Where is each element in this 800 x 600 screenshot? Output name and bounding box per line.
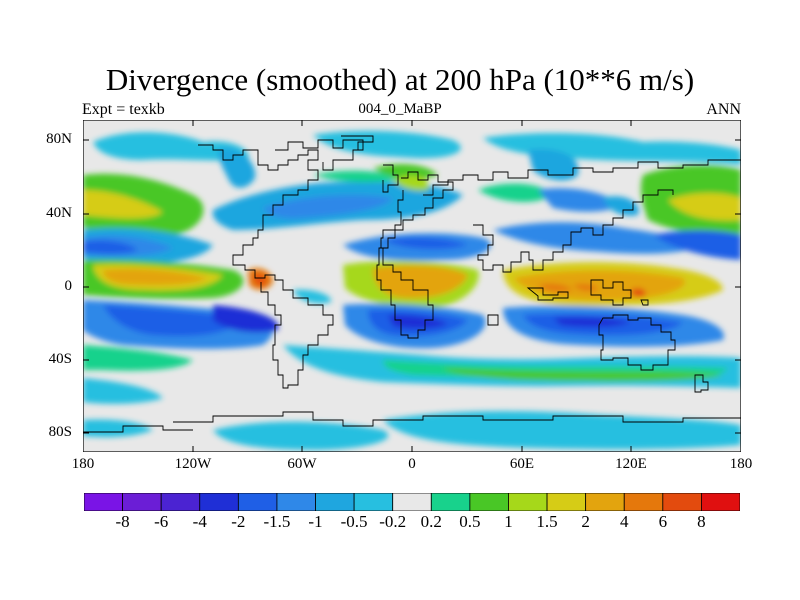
chart-title: Divergence (smoothed) at 200 hPa (10**6 … — [105, 62, 695, 97]
divergence-map — [83, 120, 741, 452]
colorbar-swatch — [430, 493, 471, 511]
axis-ticks — [83, 120, 741, 452]
colorbar-swatch — [701, 493, 740, 511]
lat-label-80n: 80N — [46, 131, 72, 147]
subtitle-experiment: Expt = texkb — [82, 101, 165, 118]
colorbar-label: 2 — [581, 512, 590, 531]
colorbar-swatch — [84, 493, 123, 511]
colorbar-label: -4 — [192, 512, 207, 531]
colorbar-swatch — [469, 493, 509, 511]
subtitle-season: ANN — [706, 101, 741, 118]
colorbar-swatch — [353, 493, 394, 511]
colorbar-swatch — [392, 493, 432, 511]
lat-label-40s: 40S — [48, 351, 72, 367]
lon-label-120e: 120E — [615, 456, 647, 472]
lon-label-60w: 60W — [287, 456, 317, 472]
colorbar-label: -0.2 — [379, 512, 407, 531]
lat-label-0: 0 — [64, 278, 73, 294]
colorbar-swatch — [508, 493, 548, 511]
subtitle-case: 004_0_MaBP — [358, 101, 442, 117]
colorbar-swatch — [315, 493, 355, 511]
colorbar-label: 6 — [658, 512, 668, 531]
lon-label-120w: 120W — [174, 456, 212, 472]
lon-label-60e: 60E — [509, 456, 535, 472]
lon-label-0: 0 — [408, 456, 416, 472]
lat-label-40n: 40N — [46, 205, 72, 221]
colorbar-label: -6 — [154, 512, 169, 531]
colorbar-label: -1 — [308, 512, 323, 531]
colorbar-label: -8 — [115, 512, 130, 531]
coastlines — [83, 135, 741, 433]
lon-label-180w: 180 — [71, 456, 95, 472]
colorbar-label: 8 — [697, 512, 706, 531]
lon-label-180e: 180 — [729, 456, 753, 472]
colorbar-swatch — [199, 493, 239, 511]
colorbar-label: 1.5 — [536, 512, 558, 531]
colorbar-label: -2 — [231, 512, 246, 531]
colorbar — [84, 493, 740, 511]
colorbar-swatch — [662, 493, 702, 511]
colorbar-swatch — [237, 493, 278, 511]
colorbar-swatch — [623, 493, 664, 511]
colorbar-label: 4 — [619, 512, 629, 531]
colorbar-label: 0.5 — [459, 512, 481, 531]
colorbar-swatch — [160, 493, 201, 511]
colorbar-swatch — [122, 493, 162, 511]
colorbar-swatch — [276, 493, 316, 511]
lat-label-80s: 80S — [48, 424, 72, 440]
colorbar-label: -0.5 — [340, 512, 368, 531]
colorbar-label: 0.2 — [420, 512, 442, 531]
colorbar-swatch — [585, 493, 625, 511]
colorbar-label: -1.5 — [263, 512, 291, 531]
colorbar-label: 1 — [504, 512, 513, 531]
colorbar-swatch — [546, 493, 587, 511]
